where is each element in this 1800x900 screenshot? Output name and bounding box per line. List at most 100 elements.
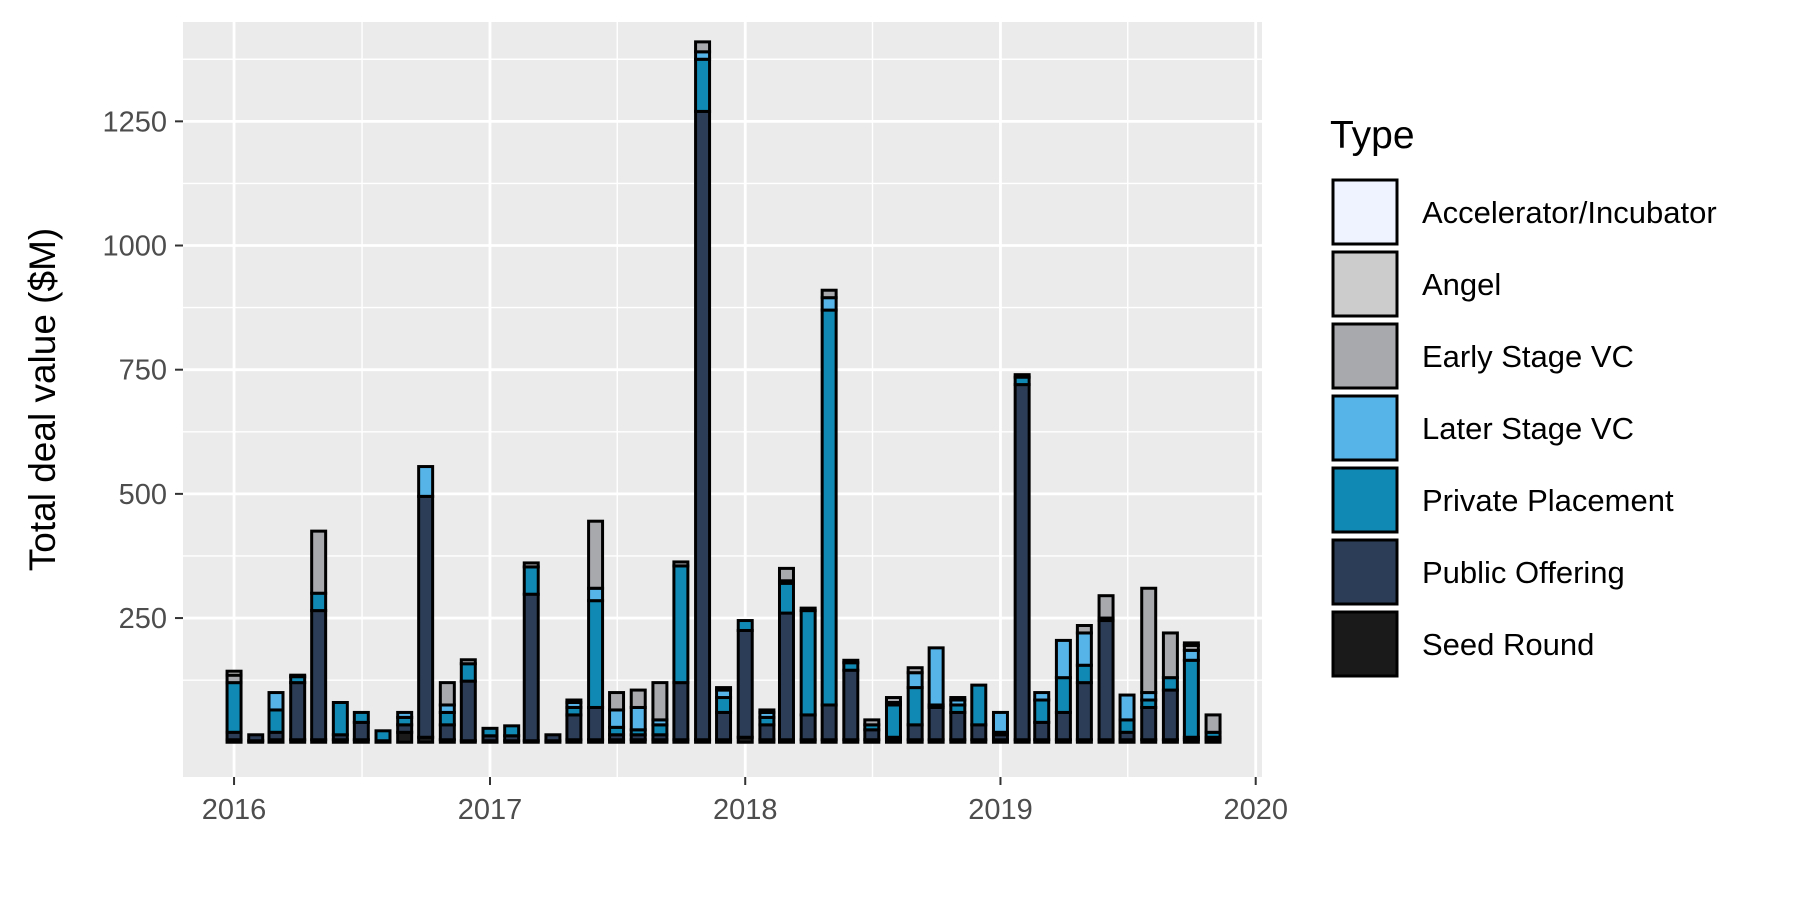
bar-segment: [608, 708, 626, 729]
legend-label: Later Stage VC: [1422, 411, 1634, 446]
bar-stack: [587, 519, 605, 744]
bar-segment: [587, 599, 605, 709]
legend-swatch: [1331, 394, 1399, 462]
bar-stack: [884, 696, 902, 744]
bar-segment: [906, 723, 924, 742]
bar-stack: [1118, 693, 1136, 744]
bar-segment: [970, 683, 988, 727]
bar-stack: [736, 619, 754, 744]
bar-stack: [565, 698, 583, 744]
legend-label: Seed Round: [1422, 627, 1594, 662]
bar-stack: [906, 666, 924, 744]
bar-segment: [629, 688, 647, 709]
bar-segment: [1054, 676, 1072, 714]
bar-segment: [587, 586, 605, 603]
bar-segment: [503, 724, 521, 738]
bar-stack: [949, 696, 967, 744]
legend-swatch: [1331, 466, 1399, 534]
x-tick-label: 2017: [458, 794, 523, 826]
bar-segment: [1140, 586, 1158, 695]
bar-stack: [694, 40, 712, 744]
bar-stack: [758, 708, 776, 744]
bar-segment: [459, 679, 477, 743]
bar-segment: [1182, 658, 1200, 739]
bar-segment: [1033, 691, 1051, 702]
bar-stack: [608, 691, 626, 744]
bar-segment: [1097, 594, 1115, 620]
bar-segment: [1097, 619, 1115, 742]
bar-segment: [267, 708, 285, 734]
bar-stack: [417, 465, 435, 744]
legend-items: Accelerator/Incubator Angel Early Stage VC…: [1331, 178, 1717, 678]
bar-stack: [247, 733, 265, 744]
bar-segment: [799, 713, 817, 742]
bar-segment: [522, 561, 540, 569]
bar-stack: [672, 560, 690, 744]
bar-stack: [352, 710, 370, 744]
legend-swatch: [1331, 538, 1399, 606]
bar-segment: [736, 619, 754, 632]
bar-segment: [820, 288, 838, 300]
bar-segment: [715, 696, 733, 714]
bar-segment: [267, 691, 285, 712]
legend-item: Seed Round: [1331, 610, 1594, 678]
bar-stack: [396, 710, 414, 744]
bar-segment: [1075, 624, 1093, 635]
bar-segment: [777, 566, 795, 583]
bar-stack: [481, 726, 499, 744]
bar-segment: [1118, 718, 1136, 734]
bar-segment: [777, 611, 795, 742]
bar-stack: [777, 566, 795, 744]
bar-segment: [715, 710, 733, 742]
bar-segment: [1075, 663, 1093, 685]
bar-stack: [1161, 631, 1179, 744]
bar-segment: [820, 308, 838, 707]
bar-segment: [417, 494, 435, 739]
bar-stack: [1097, 594, 1115, 744]
legend-swatch: [1331, 250, 1399, 318]
bar-stack: [1054, 638, 1072, 744]
bar-stack: [991, 710, 1009, 744]
y-tick-label: 500: [119, 479, 167, 511]
legend-title: Type: [1330, 114, 1415, 157]
bar-stack: [629, 688, 647, 744]
bar-segment: [906, 671, 924, 690]
bar-stack: [1075, 624, 1093, 744]
bar-segment: [651, 681, 669, 722]
bar-segment: [459, 658, 477, 666]
bar-segment: [438, 681, 456, 707]
bar-segment: [694, 57, 712, 113]
bar-stack: [503, 724, 521, 744]
bar-segment: [1033, 720, 1051, 742]
bar-segment: [225, 681, 243, 734]
bar-segment: [736, 628, 754, 739]
bar-segment: [587, 519, 605, 590]
bar-segment: [820, 296, 838, 312]
bar-stack: [331, 700, 349, 744]
x-tick-label: 2019: [968, 794, 1033, 826]
bar-segment: [438, 710, 456, 727]
bar-segment: [565, 698, 583, 704]
bar-segment: [777, 581, 795, 615]
bar-segment: [544, 733, 562, 743]
legend-item: Later Stage VC: [1331, 394, 1634, 462]
x-axis: 2016 2017 2018 2019 2020: [202, 777, 1288, 826]
bar-segment: [672, 560, 690, 568]
bar-segment: [247, 733, 265, 743]
bar-segment: [715, 686, 733, 692]
bar-stack: [522, 561, 540, 744]
bar-stack: [715, 686, 733, 744]
bar-segment: [310, 529, 328, 595]
bar-segment: [1161, 631, 1179, 680]
bar-segment: [438, 723, 456, 742]
bar-segment: [1054, 710, 1072, 742]
major-gridlines: [183, 22, 1262, 777]
y-axis-title: Total deal value ($M): [22, 228, 63, 571]
bar-segment: [481, 726, 499, 738]
bar-stack: [289, 673, 307, 744]
bar-segment: [565, 713, 583, 742]
bar-segment: [1140, 705, 1158, 742]
bar-segment: [1182, 641, 1200, 647]
